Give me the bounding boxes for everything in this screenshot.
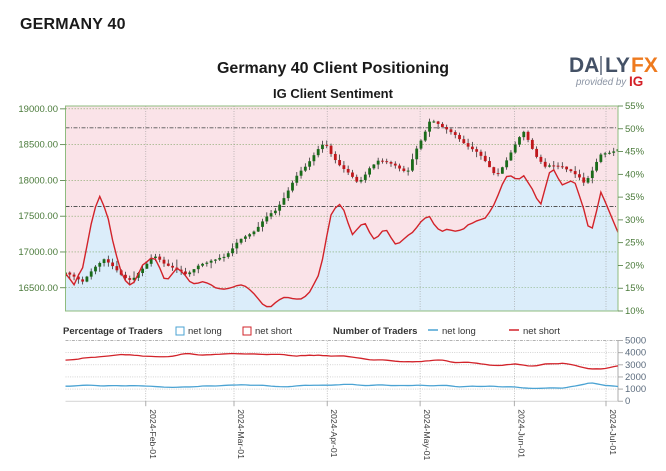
- svg-text:4000: 4000: [625, 348, 646, 359]
- svg-text:0: 0: [625, 396, 630, 407]
- svg-text:3000: 3000: [625, 360, 646, 371]
- svg-text:5000: 5000: [625, 336, 646, 347]
- svg-text:2024-Jul-01: 2024-Jul-01: [608, 409, 618, 455]
- svg-text:2024-Feb-01: 2024-Feb-01: [148, 409, 158, 459]
- svg-text:2000: 2000: [625, 372, 646, 383]
- svg-text:2024-May-01: 2024-May-01: [422, 409, 432, 460]
- svg-text:2024-Mar-01: 2024-Mar-01: [236, 409, 246, 459]
- svg-text:2024-Jun-01: 2024-Jun-01: [516, 409, 526, 458]
- svg-text:2024-Apr-01: 2024-Apr-01: [329, 409, 339, 457]
- svg-text:1000: 1000: [625, 384, 646, 395]
